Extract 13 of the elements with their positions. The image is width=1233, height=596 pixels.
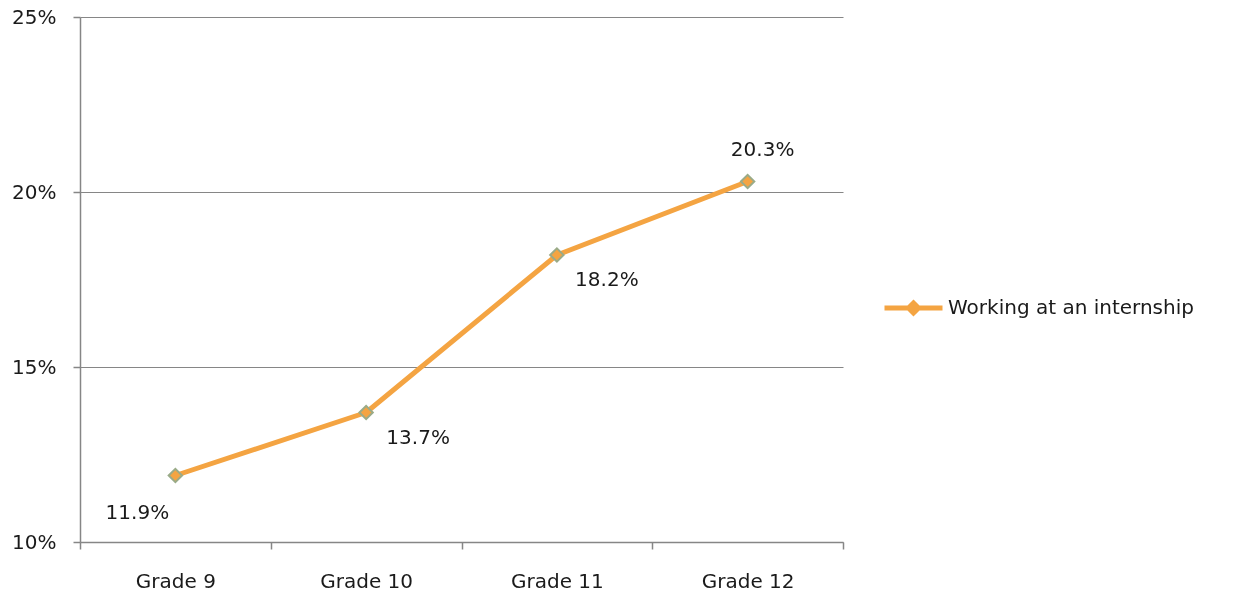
data-label: 18.2% (575, 267, 639, 291)
x-tick-label: Grade 11 (510, 568, 604, 593)
x-tick-label: Grade 9 (135, 568, 216, 593)
y-tick-label: 25% (12, 4, 57, 29)
data-label: 20.3% (730, 136, 795, 161)
data-label: 13.7% (386, 424, 450, 449)
x-tick-label: Grade 10 (320, 568, 414, 593)
data-label: 11.9% (105, 499, 170, 524)
y-tick-label: 10% (12, 529, 57, 554)
y-tick-label: 20% (12, 179, 57, 204)
x-tick-label: Grade 12 (701, 568, 795, 593)
legend-label: Working at an internship (948, 295, 1194, 319)
y-tick-label: 15% (12, 354, 57, 379)
